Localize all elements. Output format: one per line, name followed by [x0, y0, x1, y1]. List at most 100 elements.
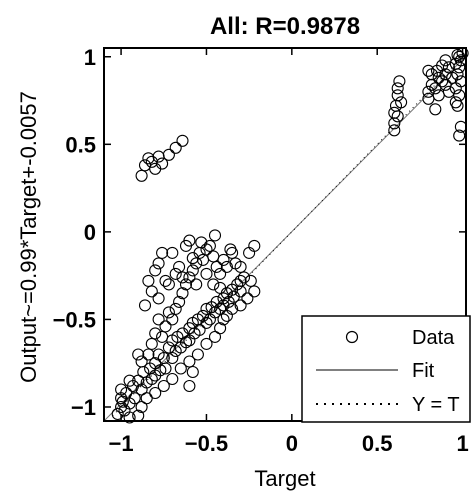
data-point: [135, 400, 148, 414]
data-point: [429, 82, 442, 95]
data-point: [138, 299, 152, 312]
data-point: [234, 299, 247, 312]
x-tick-label: −0.5: [185, 431, 228, 456]
data-point: [193, 323, 206, 336]
data-point: [432, 71, 445, 84]
data-point: [449, 96, 462, 109]
data-point: [241, 292, 254, 305]
x-tick-label: −1: [109, 431, 134, 456]
data-point: [156, 246, 169, 259]
data-point: [186, 365, 199, 379]
data-point: [152, 292, 165, 305]
data-point: [248, 285, 261, 298]
data-point: [226, 302, 239, 315]
data-point: [200, 267, 213, 280]
data-points: [111, 47, 469, 424]
data-point: [176, 287, 189, 300]
data-point: [200, 243, 213, 256]
data-point: [208, 229, 222, 242]
data-point: [425, 68, 438, 81]
data-point: [166, 313, 179, 326]
data-point: [453, 129, 466, 142]
data-point: [169, 141, 182, 154]
data-point: [200, 337, 213, 350]
data-point: [156, 157, 169, 170]
legend: Data Fit Y = T: [301, 315, 471, 423]
data-point: [449, 82, 462, 95]
data-point: [220, 260, 233, 273]
data-point: [451, 48, 464, 62]
plot-frame: [103, 47, 467, 422]
data-point: [234, 274, 247, 287]
data-point: [439, 78, 452, 91]
data-point: [214, 267, 227, 280]
data-point: [436, 75, 449, 88]
data-point: [159, 362, 172, 375]
axis-ticks: −1 −0.5 0 0.5 1 −1 −0.5 0 0.5 1: [53, 45, 469, 456]
data-point: [432, 89, 445, 102]
data-point: [207, 278, 220, 291]
data-point: [451, 68, 464, 81]
data-point: [244, 274, 257, 287]
data-point: [111, 407, 124, 421]
data-point: [145, 337, 158, 350]
data-point: [159, 320, 172, 333]
x-tick-label: 0.5: [362, 431, 393, 456]
data-point: [145, 285, 158, 298]
data-point: [217, 253, 230, 266]
x-axis-label: Target: [254, 466, 315, 491]
data-point: [388, 106, 401, 119]
data-point: [226, 246, 239, 259]
data-point: [195, 236, 208, 249]
data-point: [142, 274, 155, 287]
legend-data-marker: [345, 330, 359, 344]
y-tick-label: 0.5: [65, 132, 96, 157]
legend-yt-label: Y = T: [412, 394, 460, 416]
data-point: [145, 372, 158, 386]
data-point: [196, 309, 210, 322]
y-tick-label: −0.5: [53, 307, 96, 332]
data-point: [162, 148, 175, 161]
data-point: [214, 322, 227, 335]
data-point: [453, 89, 466, 102]
data-point: [429, 103, 442, 116]
x-tick-label: 0: [286, 431, 298, 456]
data-point: [157, 379, 170, 393]
data-point: [186, 264, 199, 277]
data-point: [422, 64, 435, 77]
data-point: [214, 281, 227, 294]
data-point: [237, 271, 251, 284]
data-point: [217, 313, 230, 326]
data-point: [191, 348, 204, 361]
data-point: [422, 92, 435, 105]
data-point: [210, 295, 223, 308]
data-point: [176, 134, 189, 147]
data-point: [207, 250, 220, 263]
data-point: [135, 355, 148, 368]
data-point: [142, 152, 155, 165]
data-point: [154, 364, 167, 377]
data-point: [179, 239, 193, 252]
data-point: [173, 295, 186, 308]
data-point: [149, 264, 162, 277]
y-axis-label: Output~=0.99*Target+-0.0057: [16, 91, 41, 383]
data-point: [135, 169, 148, 182]
data-point: [190, 278, 203, 291]
data-point: [425, 78, 438, 91]
data-point: [186, 252, 199, 265]
data-point: [166, 351, 179, 365]
data-point: [162, 341, 175, 354]
data-point: [149, 386, 162, 400]
data-point: [391, 110, 404, 123]
legend-fit-label: Fit: [412, 360, 435, 382]
data-point: [183, 379, 196, 393]
data-point: [174, 362, 187, 375]
data-point: [166, 246, 179, 259]
data-point: [442, 85, 455, 98]
data-point: [393, 75, 406, 88]
data-point: [152, 313, 165, 326]
data-point: [166, 372, 179, 386]
data-point: [123, 374, 136, 387]
y-tick-label: −1: [71, 395, 96, 420]
